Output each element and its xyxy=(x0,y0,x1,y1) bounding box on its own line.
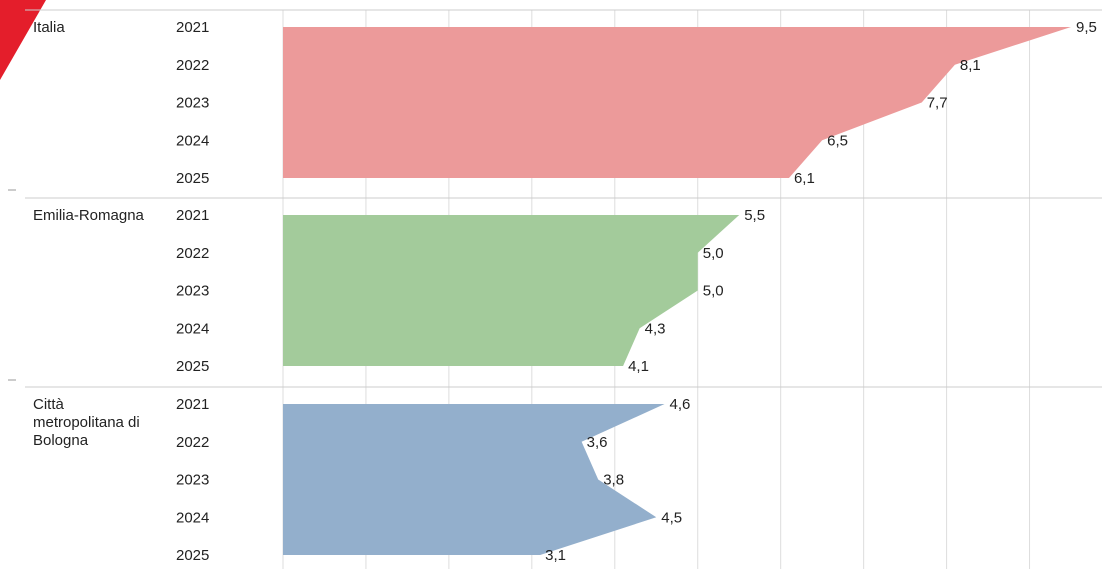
year-label: 2024 xyxy=(176,132,209,149)
year-label: 2023 xyxy=(176,283,209,300)
value-label: 5,0 xyxy=(703,245,724,262)
series-panel: Emilia-Romagna 2021 2022 2023 2024 2025 5,5 5,0… xyxy=(33,207,765,375)
value-label: 7,7 xyxy=(927,95,948,112)
accent-corner-shape xyxy=(0,0,46,80)
value-label: 9,5 xyxy=(1076,19,1097,36)
region-label: Emilia-Romagna xyxy=(33,207,145,224)
year-label: 2024 xyxy=(176,509,209,526)
value-label: 3,6 xyxy=(587,434,608,451)
region-label: Bologna xyxy=(33,432,89,449)
value-label: 6,1 xyxy=(794,170,815,187)
year-label: 2025 xyxy=(176,547,209,564)
area-series xyxy=(283,215,740,366)
year-label: 2022 xyxy=(176,245,209,262)
value-label: 4,5 xyxy=(661,509,682,526)
year-label: 2023 xyxy=(176,472,209,489)
value-label: 5,0 xyxy=(703,283,724,300)
area-series xyxy=(283,27,1071,178)
year-label: 2022 xyxy=(176,57,209,74)
value-label: 4,1 xyxy=(628,358,649,375)
year-label: 2021 xyxy=(176,207,209,224)
year-label: 2021 xyxy=(176,19,209,36)
area-series xyxy=(283,404,665,555)
series-panel: Italia 2021 2022 2023 2024 2025 9,5 8,1 7,7 6,5 6,… xyxy=(33,19,1097,187)
year-label: 2024 xyxy=(176,320,209,337)
region-label: Italia xyxy=(33,19,65,36)
value-label: 5,5 xyxy=(744,207,765,224)
year-label: 2025 xyxy=(176,170,209,187)
value-label: 3,8 xyxy=(603,472,624,489)
value-label: 6,5 xyxy=(827,132,848,149)
value-label: 4,6 xyxy=(670,396,691,413)
year-label: 2025 xyxy=(176,358,209,375)
value-label: 3,1 xyxy=(545,547,566,564)
year-label: 2023 xyxy=(176,95,209,112)
year-label: 2021 xyxy=(176,396,209,413)
value-label: 4,3 xyxy=(645,320,666,337)
region-label: metropolitana di xyxy=(33,414,140,431)
year-label: 2022 xyxy=(176,434,209,451)
chart-panels: Italia 2021 2022 2023 2024 2025 9,5 8,1 7,7 6,5 6,… xyxy=(33,19,1097,564)
value-label: 8,1 xyxy=(960,57,981,74)
region-label: Città xyxy=(33,396,65,413)
